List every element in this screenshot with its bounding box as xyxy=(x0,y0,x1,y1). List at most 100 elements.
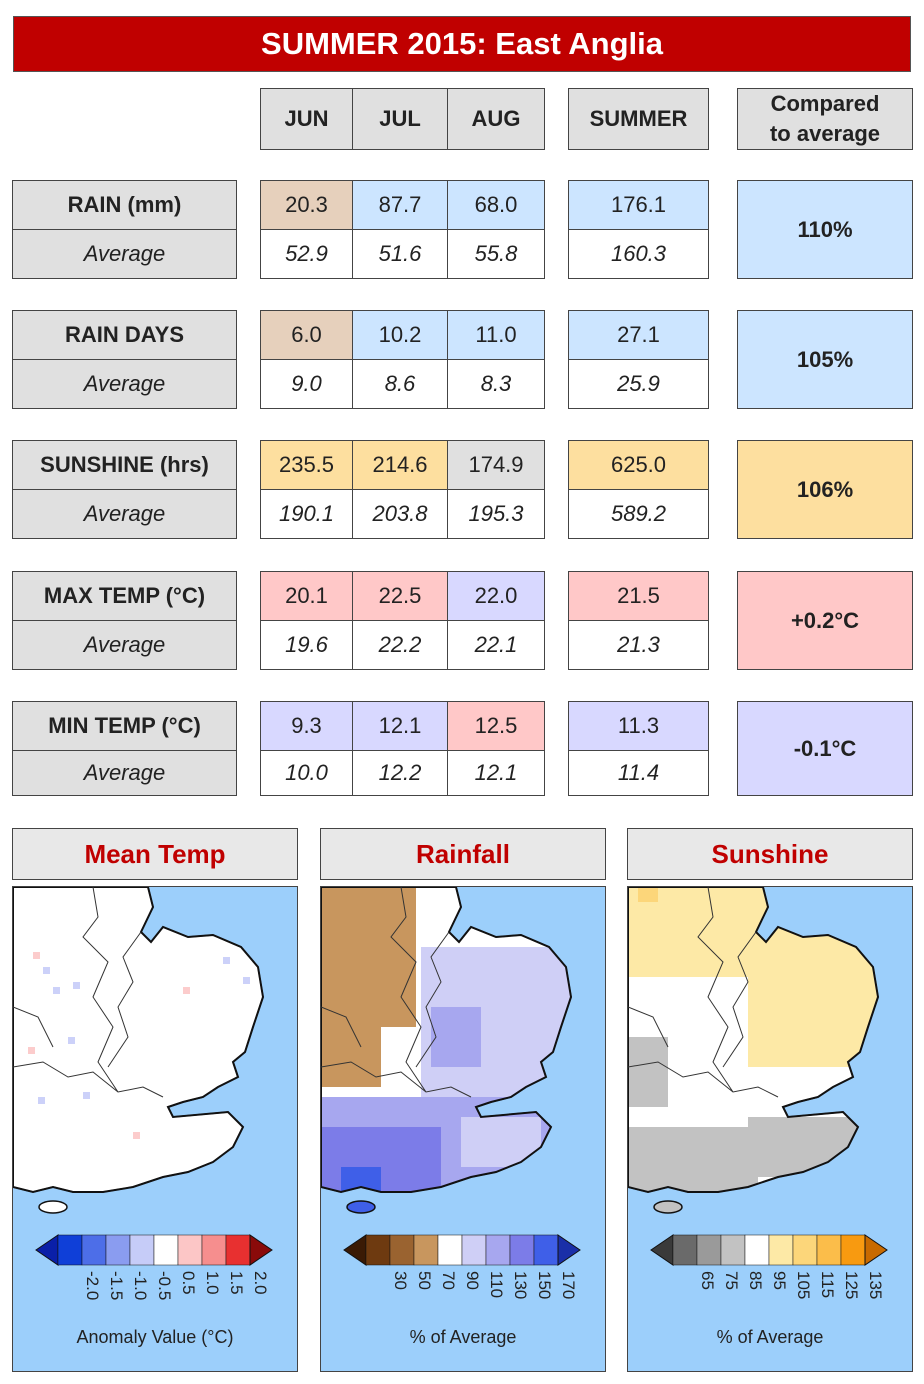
colorbar-label: % of Average xyxy=(717,1327,824,1347)
month-average: 10.0 xyxy=(260,750,353,796)
colorbar-tick-label: 30 xyxy=(391,1271,410,1290)
anomaly-patch xyxy=(628,887,878,977)
colorbar-tick-label: 75 xyxy=(722,1271,741,1290)
colorbar-low-end xyxy=(343,1234,367,1266)
colorbar-swatch xyxy=(177,1234,203,1266)
colorbar-tick-label: 105 xyxy=(794,1271,813,1299)
colorbar-swatch xyxy=(81,1234,107,1266)
summer-value: 27.1 xyxy=(568,310,709,360)
anomaly-patch xyxy=(461,1117,541,1167)
month-average: 203.8 xyxy=(352,489,448,539)
month-value: 9.3 xyxy=(260,701,353,751)
month-average: 195.3 xyxy=(447,489,545,539)
colorbar-tick-label: 85 xyxy=(746,1271,765,1290)
anomaly-patch xyxy=(43,967,50,974)
anomaly-patch xyxy=(628,1127,758,1192)
header-jun: JUN xyxy=(260,88,353,150)
header-summer: SUMMER xyxy=(568,88,709,150)
anomaly-patch xyxy=(83,1092,90,1099)
region-borders xyxy=(13,887,164,1098)
summer-value: 11.3 xyxy=(568,701,709,751)
colorbar: 30 50 70 90 110 130 150 170 % of Average xyxy=(343,1234,581,1347)
colorbar-swatch xyxy=(413,1234,439,1266)
colorbar: 65 75 85 95 105 115 125 135 % of Average xyxy=(650,1234,888,1347)
colorbar-tick-label: -1.0 xyxy=(131,1271,150,1300)
month-average: 9.0 xyxy=(260,359,353,409)
anomaly-patch xyxy=(321,1027,381,1087)
colorbar-swatch xyxy=(461,1234,487,1266)
colorbar-label: Anomaly Value (°C) xyxy=(77,1327,234,1347)
month-average: 8.3 xyxy=(447,359,545,409)
row-average-label: Average xyxy=(12,229,237,279)
month-value: 87.7 xyxy=(352,180,448,230)
colorbar-tick-label: 0.5 xyxy=(179,1271,198,1295)
colorbar-swatch xyxy=(105,1234,131,1266)
header-compared-line1: Compared xyxy=(770,91,880,116)
compared-value: 106% xyxy=(737,440,913,539)
summer-average: 21.3 xyxy=(568,620,709,670)
summer-value: 176.1 xyxy=(568,180,709,230)
coastline xyxy=(628,887,880,1194)
land-area xyxy=(13,887,264,1193)
colorbar-swatch xyxy=(201,1234,227,1266)
map-title-3: Sunshine xyxy=(627,828,913,880)
map-image: 65 75 85 95 105 115 125 135 % of Average xyxy=(628,887,888,1347)
coastline xyxy=(321,887,573,1194)
month-average: 22.1 xyxy=(447,620,545,670)
compared-value: +0.2°C xyxy=(737,571,913,670)
colorbar-swatch xyxy=(153,1234,179,1266)
colorbar-tick-label: -0.5 xyxy=(155,1271,174,1300)
map-image: -2.0 -1.5 -1.0 -0.5 0.5 1.0 1.5 2.0 Anomaly Valu… xyxy=(13,887,273,1347)
colorbar-tick-label: 1.5 xyxy=(227,1271,246,1295)
colorbar-swatch xyxy=(225,1234,251,1266)
anomaly-patch xyxy=(73,982,80,989)
anomaly-patch xyxy=(28,1047,35,1054)
colorbar-swatch xyxy=(792,1234,818,1266)
map-panel-1: -2.0 -1.5 -1.0 -0.5 0.5 1.0 1.5 2.0 Anomaly Valu… xyxy=(12,886,298,1372)
month-value: 12.1 xyxy=(352,701,448,751)
header-compared: Compared to average xyxy=(737,88,913,150)
map-title-2: Rainfall xyxy=(320,828,606,880)
colorbar-tick-label: 50 xyxy=(415,1271,434,1290)
month-value: 20.1 xyxy=(260,571,353,621)
row-label: RAIN (mm) xyxy=(12,180,237,230)
anomaly-patch xyxy=(341,1167,381,1192)
colorbar-tick-label: 1.0 xyxy=(203,1271,222,1295)
colorbar-swatch xyxy=(744,1234,770,1266)
colorbar-tick-label: 95 xyxy=(770,1271,789,1290)
colorbar-tick-label: 135 xyxy=(866,1271,885,1299)
anomaly-patch xyxy=(431,1007,481,1067)
colorbar-label: % of Average xyxy=(410,1327,517,1347)
compared-value: 110% xyxy=(737,180,913,279)
colorbar-swatch xyxy=(720,1234,746,1266)
colorbar-swatch xyxy=(57,1234,83,1266)
month-average: 52.9 xyxy=(260,229,353,279)
anomaly-patch xyxy=(638,887,658,902)
colorbar-swatch xyxy=(696,1234,722,1266)
anomaly-patch xyxy=(321,887,416,1027)
colorbar: -2.0 -1.5 -1.0 -0.5 0.5 1.0 1.5 2.0 Anomaly Valu… xyxy=(35,1234,273,1347)
colorbar-high-end xyxy=(249,1234,273,1266)
colorbar-tick-label: 170 xyxy=(559,1271,578,1299)
colorbar-swatch xyxy=(672,1234,698,1266)
colorbar-tick-label: 115 xyxy=(818,1271,837,1298)
month-value: 11.0 xyxy=(447,310,545,360)
month-average: 19.6 xyxy=(260,620,353,670)
month-value: 10.2 xyxy=(352,310,448,360)
colorbar-tick-label: -2.0 xyxy=(83,1271,102,1300)
header-compared-line2: to average xyxy=(769,121,881,146)
summer-average: 25.9 xyxy=(568,359,709,409)
anomaly-patch xyxy=(68,1037,75,1044)
row-average-label: Average xyxy=(12,750,237,796)
page-title: SUMMER 2015: East Anglia xyxy=(13,16,911,72)
month-average: 190.1 xyxy=(260,489,353,539)
summer-average: 11.4 xyxy=(568,750,709,796)
anomaly-patch xyxy=(243,977,250,984)
row-label: RAIN DAYS xyxy=(12,310,237,360)
region-borders xyxy=(628,887,779,1098)
colorbar-swatch xyxy=(389,1234,415,1266)
colorbar-high-end xyxy=(557,1234,581,1266)
month-value: 174.9 xyxy=(447,440,545,490)
month-value: 12.5 xyxy=(447,701,545,751)
colorbar-tick-label: 130 xyxy=(511,1271,530,1299)
